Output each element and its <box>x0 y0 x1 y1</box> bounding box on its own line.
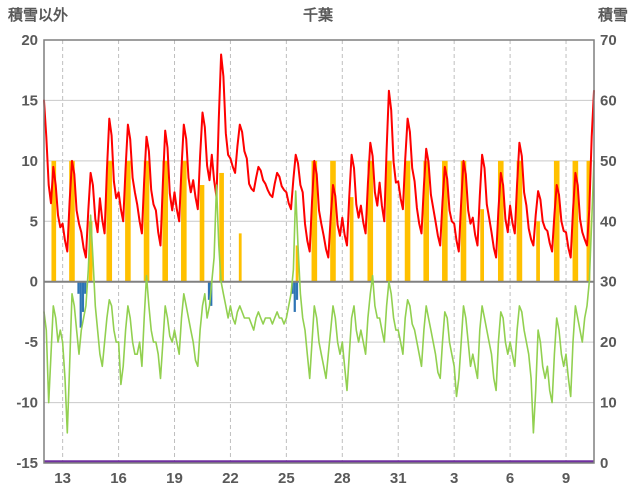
left-axis-tick-label: -15 <box>16 455 38 472</box>
sunshine-bars <box>199 185 205 282</box>
left-axis-tick-label: 10 <box>21 153 38 170</box>
left-axis-tick-label: 20 <box>21 32 38 49</box>
x-axis-tick-label: 25 <box>278 470 295 487</box>
left-axis-tick-label: -10 <box>16 395 38 412</box>
sunshine-bars <box>330 160 336 282</box>
plot-frame <box>43 39 595 464</box>
sunshine-bars <box>238 233 242 282</box>
sunshine-bars <box>88 221 93 282</box>
precipitation-bars <box>84 281 87 294</box>
chart-title: 千葉 <box>302 7 333 24</box>
sunshine-bars <box>143 160 150 282</box>
x-axis-tick-label: 3 <box>450 470 458 487</box>
sunshine-bars <box>219 172 224 282</box>
right-axis-tick-label: 60 <box>600 92 617 109</box>
sunshine-bars <box>51 160 57 282</box>
precipitation-bars <box>77 281 80 294</box>
left-axis-tick-label: 0 <box>30 274 38 291</box>
sunshine-bars <box>311 160 318 282</box>
sunshine-bars <box>460 160 467 282</box>
sunshine-bars <box>349 197 354 282</box>
sunshine-bars <box>536 221 540 282</box>
sunshine-bars <box>162 160 168 282</box>
right-axis-tick-label: 70 <box>600 32 617 49</box>
right-axis-tick-label: 20 <box>600 334 617 351</box>
sunshine-bars <box>516 160 523 282</box>
left-axis-tick-label: 15 <box>21 92 38 109</box>
left-axis-tick-label: -5 <box>25 334 38 351</box>
right-axis-tick-label: 10 <box>600 395 617 412</box>
sunshine-bars <box>553 160 560 282</box>
sunshine-bars <box>295 245 299 282</box>
precipitation-bars <box>295 281 299 300</box>
sunshine-bars <box>404 160 411 282</box>
x-axis-tick-label: 22 <box>222 470 239 487</box>
x-axis-tick-label: 13 <box>54 470 71 487</box>
precipitation-bars <box>293 281 296 312</box>
left-axis-title: 積雪以外 <box>8 7 69 24</box>
sunshine-bars <box>69 160 75 282</box>
right-axis-tick-label: 0 <box>600 455 608 472</box>
temperature-red-line <box>43 53 595 259</box>
sunshine-bars <box>106 160 113 282</box>
right-axis-tick-label: 30 <box>600 274 617 291</box>
sunshine-bars <box>423 160 429 282</box>
x-axis-tick-label: 28 <box>334 470 351 487</box>
right-axis-tick-label: 40 <box>600 213 617 230</box>
sunshine-bars <box>480 209 484 282</box>
x-axis-tick-label: 31 <box>390 470 407 487</box>
right-axis-tick-label: 50 <box>600 153 617 170</box>
sunshine-bars <box>572 160 579 282</box>
precipitation-bars <box>79 281 82 328</box>
x-axis-tick-label: 9 <box>562 470 570 487</box>
sunshine-bars <box>386 160 392 282</box>
sunshine-bars <box>181 160 187 282</box>
x-axis-tick-label: 6 <box>506 470 514 487</box>
sunshine-bars <box>442 160 448 282</box>
precipitation-bars <box>81 281 85 312</box>
precipitation-bars <box>291 281 294 294</box>
sunshine-bars <box>367 160 374 282</box>
green-line <box>43 160 595 434</box>
x-axis-tick-label: 16 <box>110 470 127 487</box>
x-axis-tick-label: 19 <box>166 470 183 487</box>
sunshine-bars <box>497 160 504 282</box>
left-axis-tick-label: 5 <box>30 213 38 230</box>
right-axis-title: 積雪 <box>597 7 628 24</box>
precipitation-bars <box>207 281 211 300</box>
sunshine-bars <box>125 160 131 282</box>
